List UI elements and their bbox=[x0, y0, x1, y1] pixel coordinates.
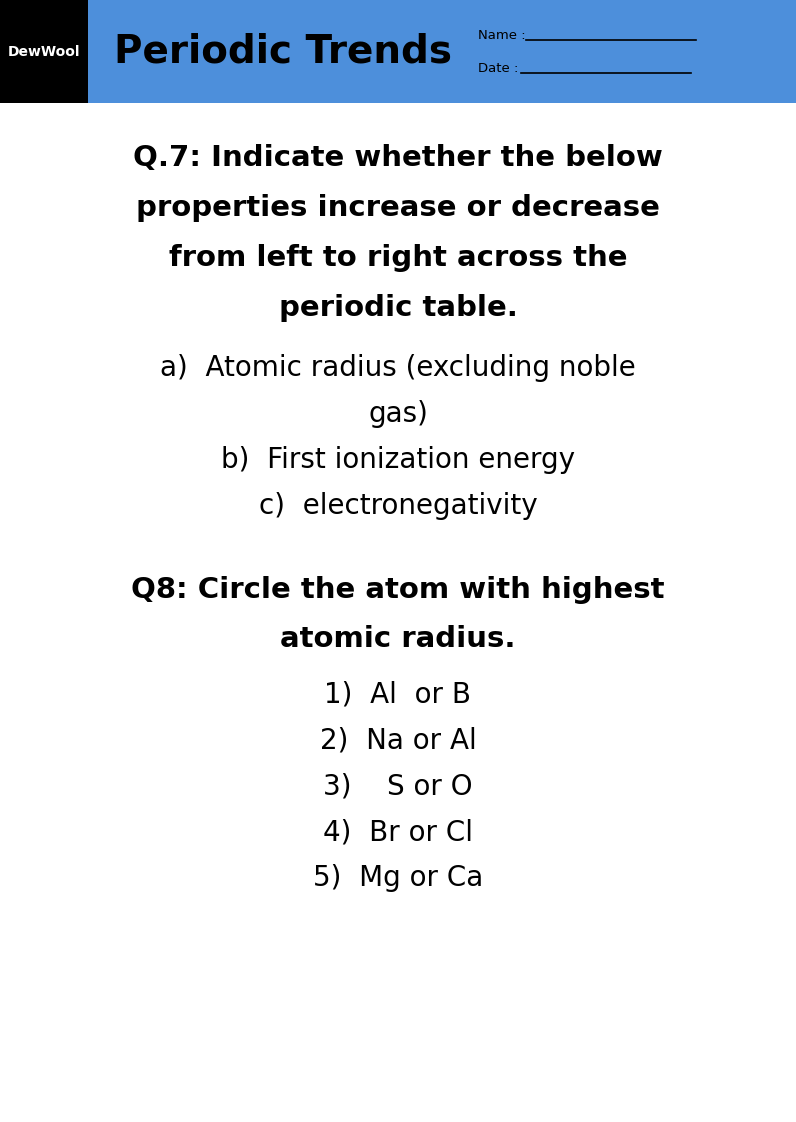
Text: properties increase or decrease: properties increase or decrease bbox=[136, 194, 660, 222]
Text: 4)  Br or Cl: 4) Br or Cl bbox=[323, 818, 473, 846]
Text: Date :: Date : bbox=[478, 62, 523, 74]
Text: gas): gas) bbox=[368, 401, 428, 427]
Text: Name :: Name : bbox=[478, 28, 530, 42]
Text: 1)  Al  or B: 1) Al or B bbox=[325, 680, 471, 708]
Bar bbox=[0, 0, 796, 103]
Text: periodic table.: periodic table. bbox=[279, 294, 517, 322]
Text: Periodic Trends: Periodic Trends bbox=[114, 33, 452, 71]
Text: 5)  Mg or Ca: 5) Mg or Ca bbox=[313, 864, 483, 892]
Text: 2)  Na or Al: 2) Na or Al bbox=[320, 726, 476, 754]
Text: 3)    S or O: 3) S or O bbox=[323, 772, 473, 800]
Text: from left to right across the: from left to right across the bbox=[169, 243, 627, 272]
Text: DewWool: DewWool bbox=[8, 45, 80, 58]
Text: Q.7: Indicate whether the below: Q.7: Indicate whether the below bbox=[133, 144, 663, 172]
Bar bbox=[0, 0, 88, 103]
Text: b)  First ionization energy: b) First ionization energy bbox=[221, 447, 575, 473]
Text: Q8: Circle the atom with highest: Q8: Circle the atom with highest bbox=[131, 576, 665, 604]
Text: a)  Atomic radius (excluding noble: a) Atomic radius (excluding noble bbox=[160, 355, 636, 381]
Text: c)  electronegativity: c) electronegativity bbox=[259, 493, 537, 519]
Text: atomic radius.: atomic radius. bbox=[280, 625, 516, 653]
